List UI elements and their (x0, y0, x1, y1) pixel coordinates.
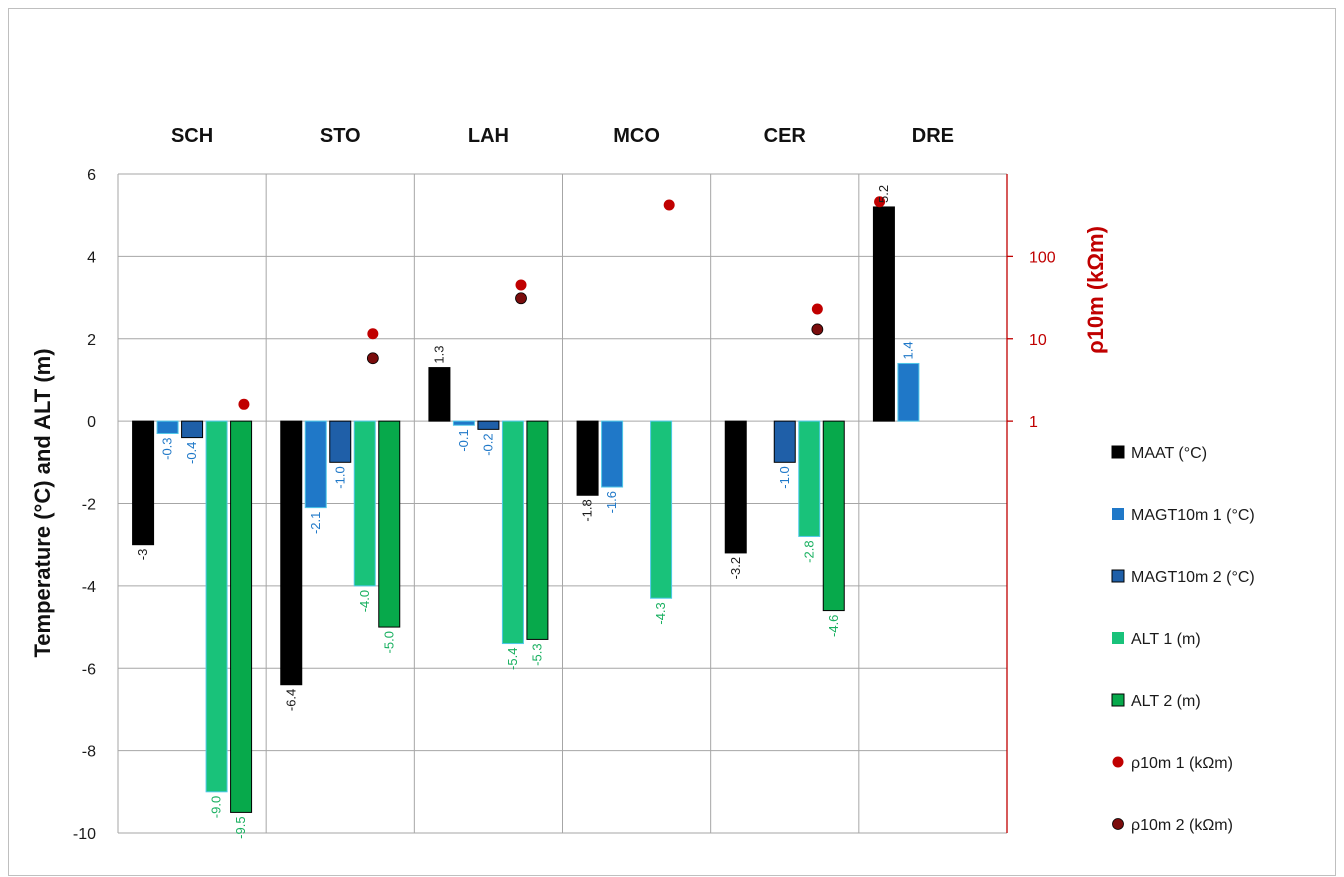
data-label-maat: 5.2 (876, 185, 891, 203)
bar-magt2 (181, 420, 204, 439)
point-rho2 (515, 292, 527, 305)
y-tick-label: -8 (82, 744, 96, 761)
legend-swatch-magt1 (1112, 508, 1124, 520)
bar-alt1 (205, 420, 228, 793)
bar-maat (872, 206, 895, 422)
data-label-maat: -6.4 (283, 689, 298, 711)
bar-alt2 (378, 420, 401, 628)
bar-magt1 (601, 420, 624, 488)
bar-magt1 (452, 420, 475, 426)
y-tick-label: -10 (73, 826, 96, 843)
legend-label: MAGT10m 2 (°C) (1131, 569, 1255, 586)
data-label-alt1: -5.4 (505, 648, 520, 670)
data-label-magt1: -1.6 (604, 491, 619, 513)
data-label-magt2: -1.0 (777, 466, 792, 488)
legend-label: ALT 2 (m) (1131, 693, 1201, 710)
data-label-alt2: -9.5 (233, 816, 248, 838)
point-rho2 (366, 352, 379, 365)
bar-magt2 (773, 420, 796, 463)
data-label-magt1: -0.3 (160, 437, 175, 459)
data-label-alt2: -5.3 (529, 643, 544, 665)
data-label-magt2: -0.4 (184, 442, 199, 464)
data-label-maat: 1.3 (431, 346, 446, 364)
data-label-alt1: -4.3 (653, 602, 668, 624)
data-label-alt1: -2.8 (801, 540, 816, 562)
y2-tick-label: 100 (1029, 249, 1056, 266)
bars (132, 206, 920, 813)
legend-label: ALT 1 (m) (1131, 631, 1201, 648)
y-tick-label: 2 (87, 332, 96, 349)
y-tick-label: 0 (87, 414, 96, 431)
point-rho1 (663, 199, 675, 211)
data-label-magt1: 1.4 (900, 341, 915, 359)
data-label-maat: -1.8 (580, 499, 595, 521)
legend: MAAT (°C) MAGT10m 1 (°C) MAGT10m 2 (°C) ALT… (1111, 445, 1255, 834)
point-rho1 (874, 196, 886, 208)
legend-label: ρ10m 1 (kΩm) (1131, 755, 1233, 772)
y2-tick-label: 1 (1029, 414, 1038, 431)
category-label: MCO (613, 125, 660, 147)
legend-swatch-alt2 (1111, 693, 1125, 707)
y2-tick-label: 10 (1029, 332, 1047, 349)
bar-maat (724, 420, 747, 554)
axes: 6 4 2 0 -2 -4 -6 -8 -10 100 10 1 Temperature (°C) an… (30, 125, 1108, 843)
data-label-alt1: -4.0 (357, 590, 372, 612)
y-tick-label: -4 (82, 579, 96, 596)
bar-alt1 (798, 420, 821, 537)
grid (117, 173, 1008, 834)
y-axis-title: Temperature (°C) and ALT (m) (30, 348, 55, 657)
point-rho2 (811, 323, 824, 336)
bar-magt2 (477, 420, 500, 430)
legend-label: MAGT10m 1 (°C) (1131, 507, 1255, 524)
legend-label: MAAT (°C) (1131, 445, 1207, 462)
points (238, 196, 886, 410)
data-label-magt2: -0.2 (480, 433, 495, 455)
point-rho1 (238, 398, 250, 410)
y-tick-label: 4 (87, 249, 96, 266)
category-label: STO (320, 125, 361, 147)
point-rho1 (811, 303, 823, 315)
legend-swatch-alt1 (1112, 632, 1124, 644)
bar-alt2 (526, 420, 549, 640)
bar-maat (576, 420, 599, 496)
data-label-alt1: -9.0 (209, 796, 224, 818)
legend-marker-rho1 (1112, 756, 1124, 768)
category-label: CER (764, 125, 807, 147)
bar-alt1 (650, 420, 673, 599)
legend-label: ρ10m 2 (kΩm) (1131, 817, 1233, 834)
y-tick-label: -6 (82, 661, 96, 678)
data-label-maat: -3.2 (728, 557, 743, 579)
bar-maat (280, 420, 303, 686)
data-label-magt1: -2.1 (308, 512, 323, 534)
data-label-magt1: -0.1 (456, 429, 471, 451)
bar-magt1 (156, 420, 179, 434)
category-label: LAH (468, 125, 509, 147)
bar-magt2 (329, 420, 352, 463)
point-rho1 (515, 279, 527, 291)
y-tick-label: 6 (87, 167, 96, 184)
bar-alt1 (501, 420, 524, 645)
data-labels: -3 -6.4 1.3 -1.8 -3.2 5.2 -0.3 -2.1 -0.1 -1.6 1.4 -… (135, 185, 915, 839)
bar-maat (132, 420, 155, 546)
y-tick-label: -2 (82, 497, 96, 514)
bar-alt2 (230, 420, 253, 813)
data-label-alt2: -5.0 (381, 631, 396, 653)
legend-swatch-magt2 (1111, 569, 1125, 583)
bar-magt1 (304, 420, 327, 509)
point-rho1 (367, 328, 379, 340)
bar-alt1 (353, 420, 376, 587)
data-label-maat: -3 (135, 549, 150, 561)
legend-marker-rho2 (1112, 818, 1124, 830)
data-label-magt2: -1.0 (332, 466, 347, 488)
legend-swatch-maat (1111, 445, 1125, 459)
category-label: SCH (171, 125, 213, 147)
bar-alt2 (822, 420, 845, 612)
category-label: DRE (912, 125, 954, 147)
data-label-alt2: -4.6 (826, 615, 841, 637)
bar-maat (428, 367, 451, 422)
bar-magt1 (897, 362, 920, 422)
y2-axis-title: ρ10m (kΩm) (1083, 226, 1108, 354)
